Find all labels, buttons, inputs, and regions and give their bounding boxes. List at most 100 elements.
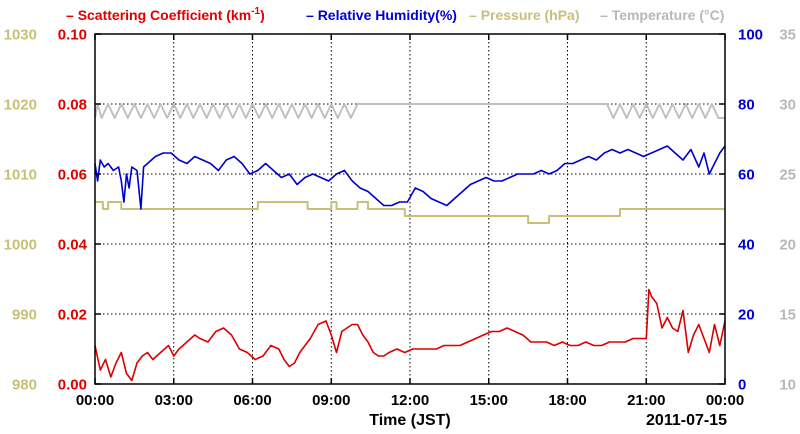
temperature-data-point — [297, 117, 299, 119]
pressure-data-point — [404, 208, 406, 210]
scattering-data-point — [475, 337, 477, 340]
temperature-data-point — [278, 103, 280, 105]
humidity-data-point — [125, 173, 128, 175]
scattering-data-point — [346, 327, 348, 329]
temperature-data-point — [626, 117, 628, 119]
temperature-data-point — [330, 103, 332, 105]
pressure-data-point — [107, 208, 109, 210]
humidity-data-point — [123, 201, 125, 203]
pressure-data-point — [330, 208, 332, 210]
pressure-data-point — [404, 215, 406, 217]
scattering-data-point — [419, 348, 422, 350]
scattering-data-point — [377, 355, 380, 357]
humidity-data-point — [469, 183, 471, 186]
humidity-data-point — [112, 169, 114, 172]
temperature-data-point — [311, 117, 313, 119]
scattering-data-point — [299, 351, 301, 354]
temperature-data-point — [140, 117, 142, 119]
humidity-data-point — [335, 173, 338, 175]
temperature-data-point — [639, 117, 641, 119]
scattering-data-point — [335, 351, 338, 354]
temperature-data-point — [383, 103, 385, 105]
temperature-data-point — [540, 103, 542, 105]
humidity-data-point — [136, 169, 138, 172]
humidity-data-point — [225, 159, 227, 161]
temperature-data-point — [409, 103, 411, 105]
scattering-data-point — [167, 344, 170, 347]
scattering-data-point — [288, 365, 290, 368]
humidity-data-point — [343, 169, 345, 172]
date-label: 2011-07-15 — [646, 412, 727, 429]
scattering-data-point — [131, 379, 133, 382]
temperature-legend-entry: – Temperature (°C) — [600, 7, 724, 23]
temperature-data-point — [212, 103, 214, 105]
scattering-data-point — [585, 341, 587, 343]
temperature-data-point — [271, 117, 273, 119]
scattering-data-point — [553, 344, 556, 347]
humidity-data-point — [532, 173, 535, 175]
temperature-data-point — [435, 103, 437, 105]
pressure-data-point — [102, 208, 104, 210]
scattering-data-point — [207, 341, 209, 343]
scattering-data-point — [223, 327, 225, 329]
humidity-data-point — [414, 187, 416, 189]
pressure-data-point — [527, 222, 529, 224]
humidity-data-point — [107, 162, 109, 165]
temperature-data-point — [179, 117, 181, 119]
humidity-data-point — [99, 159, 101, 161]
scattering-data-point — [656, 302, 658, 305]
humidity-data-point — [265, 162, 267, 165]
x-axis-tick-label: 21:00 — [627, 392, 665, 409]
humidity-data-point — [406, 201, 408, 203]
pressure-data-point — [102, 201, 104, 203]
x-axis-tick-label: 09:00 — [312, 392, 350, 409]
humidity-data-point — [320, 176, 322, 179]
scattering-data-point — [427, 348, 429, 350]
temperature-data-point — [232, 117, 234, 119]
scattering-data-point — [506, 327, 508, 329]
temperature-data-point — [448, 103, 450, 105]
scattering-data-point — [404, 351, 406, 354]
scattering-data-point — [459, 344, 461, 347]
temperature-data-point — [114, 117, 116, 119]
humidity-data-point — [430, 197, 432, 200]
pressure-data-point — [367, 208, 369, 210]
temperature-data-point — [120, 103, 122, 105]
scattering-axis-tick-label: 0.00 — [58, 377, 87, 394]
chart-axes: 98099010001010102010300.000.020.040.060.… — [4, 27, 796, 410]
scattering-data-point — [178, 348, 180, 350]
temperature-data-point — [396, 103, 398, 105]
humidity-data-point — [713, 162, 716, 165]
pressure-axis-tick-label: 980 — [12, 377, 37, 394]
pressure-data-point — [356, 201, 359, 203]
temperature-data-point — [475, 103, 477, 105]
temperature-data-point — [553, 103, 556, 105]
scattering-data-point — [593, 344, 595, 347]
pressure-data-point — [107, 201, 109, 203]
scattering-data-point — [262, 355, 264, 357]
temperature-data-point — [632, 103, 634, 105]
humidity-data-point — [391, 204, 393, 207]
temperature-data-point — [671, 103, 674, 105]
temperature-data-point — [153, 117, 155, 119]
humidity-data-point — [682, 159, 684, 161]
humidity-data-point — [312, 173, 314, 175]
humidity-data-point — [454, 197, 456, 200]
scattering-data-point — [451, 344, 453, 347]
pressure-data-point — [367, 201, 369, 203]
humidity-data-point — [627, 148, 629, 151]
pressure-data-point — [527, 215, 529, 217]
scattering-data-point — [104, 358, 107, 361]
pressure-data-point — [356, 208, 359, 210]
humidity-data-point — [398, 201, 401, 203]
humidity-data-point — [643, 155, 645, 158]
humidity-data-point — [548, 173, 550, 175]
scattering-data-point — [412, 348, 414, 350]
scattering-data-point — [141, 355, 143, 357]
humidity-data-point — [209, 162, 212, 165]
temperature-data-point — [284, 117, 286, 119]
pressure-axis-tick-label: 1010 — [4, 167, 37, 184]
scattering-data-point — [194, 334, 196, 336]
humidity-data-point — [493, 180, 495, 182]
